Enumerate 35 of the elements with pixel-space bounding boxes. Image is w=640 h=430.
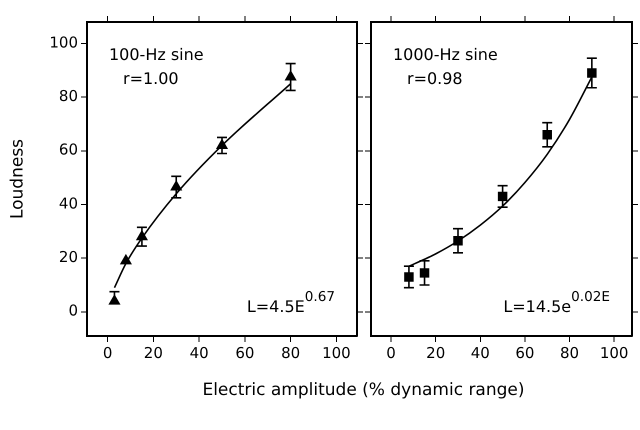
x-tick-label: 80: [560, 344, 580, 362]
y-tick-label: 20: [58, 248, 78, 266]
x-tick-label: 40: [190, 344, 209, 362]
point: [404, 272, 414, 282]
x-tick-label: 60: [235, 344, 254, 362]
x-axis-title: Electric amplitude (% dynamic range): [201, 380, 526, 400]
y-tick-label: 100: [49, 33, 78, 52]
x-tick-label: 0: [386, 344, 396, 362]
point: [120, 254, 132, 264]
point: [108, 294, 120, 305]
y-tick-label: 40: [58, 194, 78, 212]
point: [284, 70, 296, 81]
x-tick-label: 100: [600, 344, 628, 362]
x-tick-label: 80: [281, 344, 300, 362]
point: [420, 268, 430, 278]
x-tick-label: 60: [515, 344, 534, 362]
x-tick-label: 20: [426, 344, 446, 362]
point: [587, 68, 597, 78]
y-tick-label: 60: [58, 140, 78, 159]
point: [542, 130, 552, 140]
point: [170, 180, 182, 191]
annotation: r=0.98: [407, 69, 463, 88]
x-tick-label: 20: [144, 344, 163, 362]
point: [498, 192, 508, 202]
x-tick-label: 0: [102, 344, 112, 362]
annotation: r=1.00: [123, 69, 179, 88]
x-tick-label: 100: [322, 344, 351, 362]
y-axis-title: Loudness: [8, 138, 28, 220]
y-tick-label: 0: [68, 302, 78, 320]
x-tick-label: 40: [470, 344, 490, 362]
annotation: 1000-Hz sine: [393, 45, 498, 64]
y-tick-label: 80: [58, 87, 78, 106]
point: [136, 230, 148, 240]
annotation: 100-Hz sine: [109, 45, 204, 64]
point: [453, 236, 463, 246]
